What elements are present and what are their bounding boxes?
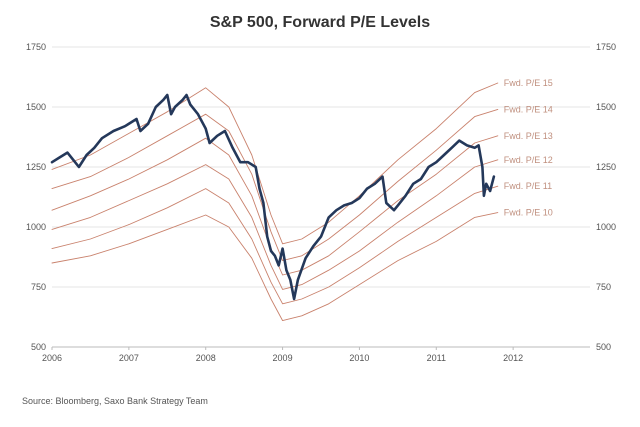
series-label-fwd-p-e-11: Fwd. P/E 11	[504, 181, 552, 191]
y-tick-left-750: 750	[31, 282, 46, 292]
y-tick-right-1250: 1250	[596, 162, 616, 172]
y-tick-right-1750: 1750	[596, 42, 616, 52]
x-tick-2006: 2006	[42, 353, 62, 363]
y-tick-left-1000: 1000	[26, 222, 46, 232]
x-tick-2010: 2010	[349, 353, 369, 363]
chart-title: S&P 500, Forward P/E Levels	[209, 14, 431, 31]
series-label-fwd-p-e-10: Fwd. P/E 10	[504, 208, 553, 218]
y-tick-left-1500: 1500	[26, 102, 46, 112]
x-tick-2009: 2009	[273, 353, 293, 363]
x-tick-2012: 2012	[503, 353, 523, 363]
source-note: Source: Bloomberg, Saxo Bank Strategy Te…	[22, 396, 208, 406]
y-tick-left-1250: 1250	[26, 162, 46, 172]
series-line-fwd-p-e-14	[51, 108, 499, 262]
series-label-fwd-p-e-12: Fwd. P/E 12	[504, 155, 553, 165]
y-tick-right-750: 750	[596, 282, 611, 292]
x-tick-2011: 2011	[427, 353, 446, 363]
series-label-fwd-p-e-13: Fwd. P/E 13	[504, 131, 553, 141]
series-line-s-p-500	[50, 93, 496, 301]
y-tick-right-1000: 1000	[596, 222, 616, 232]
series-line-fwd-p-e-12	[51, 159, 499, 290]
y-tick-left-500: 500	[31, 342, 46, 352]
y-tick-right-1500: 1500	[596, 102, 616, 112]
x-tick-2008: 2008	[196, 353, 216, 363]
series-label-fwd-p-e-14: Fwd. P/E 14	[504, 104, 553, 114]
series-line-fwd-p-e-10	[51, 212, 499, 322]
series-label-fwd-p-e-15: Fwd. P/E 15	[504, 78, 553, 88]
x-tick-2007: 2007	[119, 353, 139, 363]
y-tick-right-500: 500	[596, 342, 611, 352]
series-line-fwd-p-e-11	[51, 185, 499, 305]
y-tick-left-1750: 1750	[26, 42, 46, 52]
